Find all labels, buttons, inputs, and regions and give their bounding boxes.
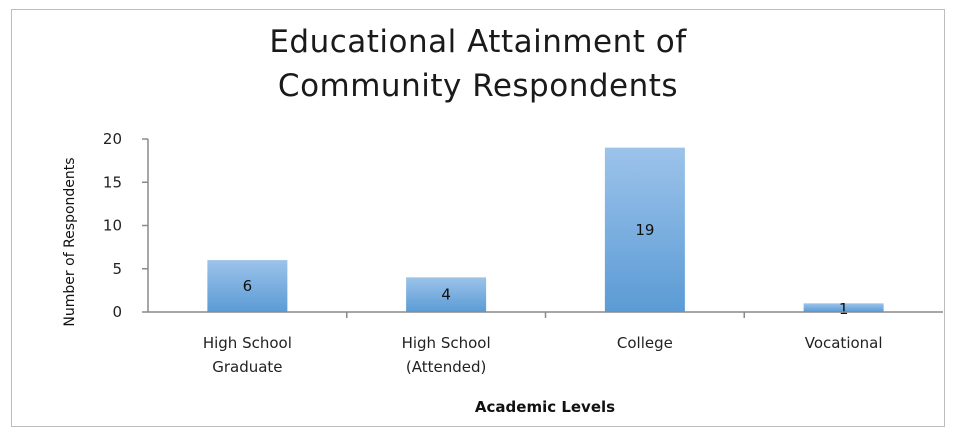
bar (207, 260, 288, 312)
bar-data-label: 6 (243, 277, 253, 295)
bar (604, 147, 685, 312)
chart-title-line-1: Educational Attainment of (269, 24, 687, 60)
x-category-label: High School (402, 334, 491, 352)
x-category-label: (Attended) (406, 358, 486, 376)
chart-frame (11, 9, 945, 427)
y-tick-label: 15 (103, 173, 122, 191)
x-axis-title: Academic Levels (475, 398, 615, 416)
bar (803, 303, 884, 312)
y-tick-label: 20 (103, 130, 122, 148)
y-tick-label: 5 (112, 260, 122, 278)
x-category-label: Vocational (805, 334, 883, 352)
chart-title-line-2: Community Respondents (277, 68, 679, 104)
bar-data-label: 4 (441, 286, 451, 304)
x-category-label: High School (203, 334, 292, 352)
bar-data-label: 1 (839, 300, 849, 318)
y-axis-title: Number of Respondents (62, 157, 78, 326)
x-category-label: College (617, 334, 673, 352)
x-category-label: Graduate (212, 358, 282, 376)
y-tick-label: 10 (103, 217, 122, 235)
bar-data-label: 19 (635, 221, 654, 239)
y-tick-label: 0 (112, 303, 122, 321)
bar (406, 277, 487, 312)
chart-title: Educational Attainment of Community Resp… (0, 20, 956, 108)
